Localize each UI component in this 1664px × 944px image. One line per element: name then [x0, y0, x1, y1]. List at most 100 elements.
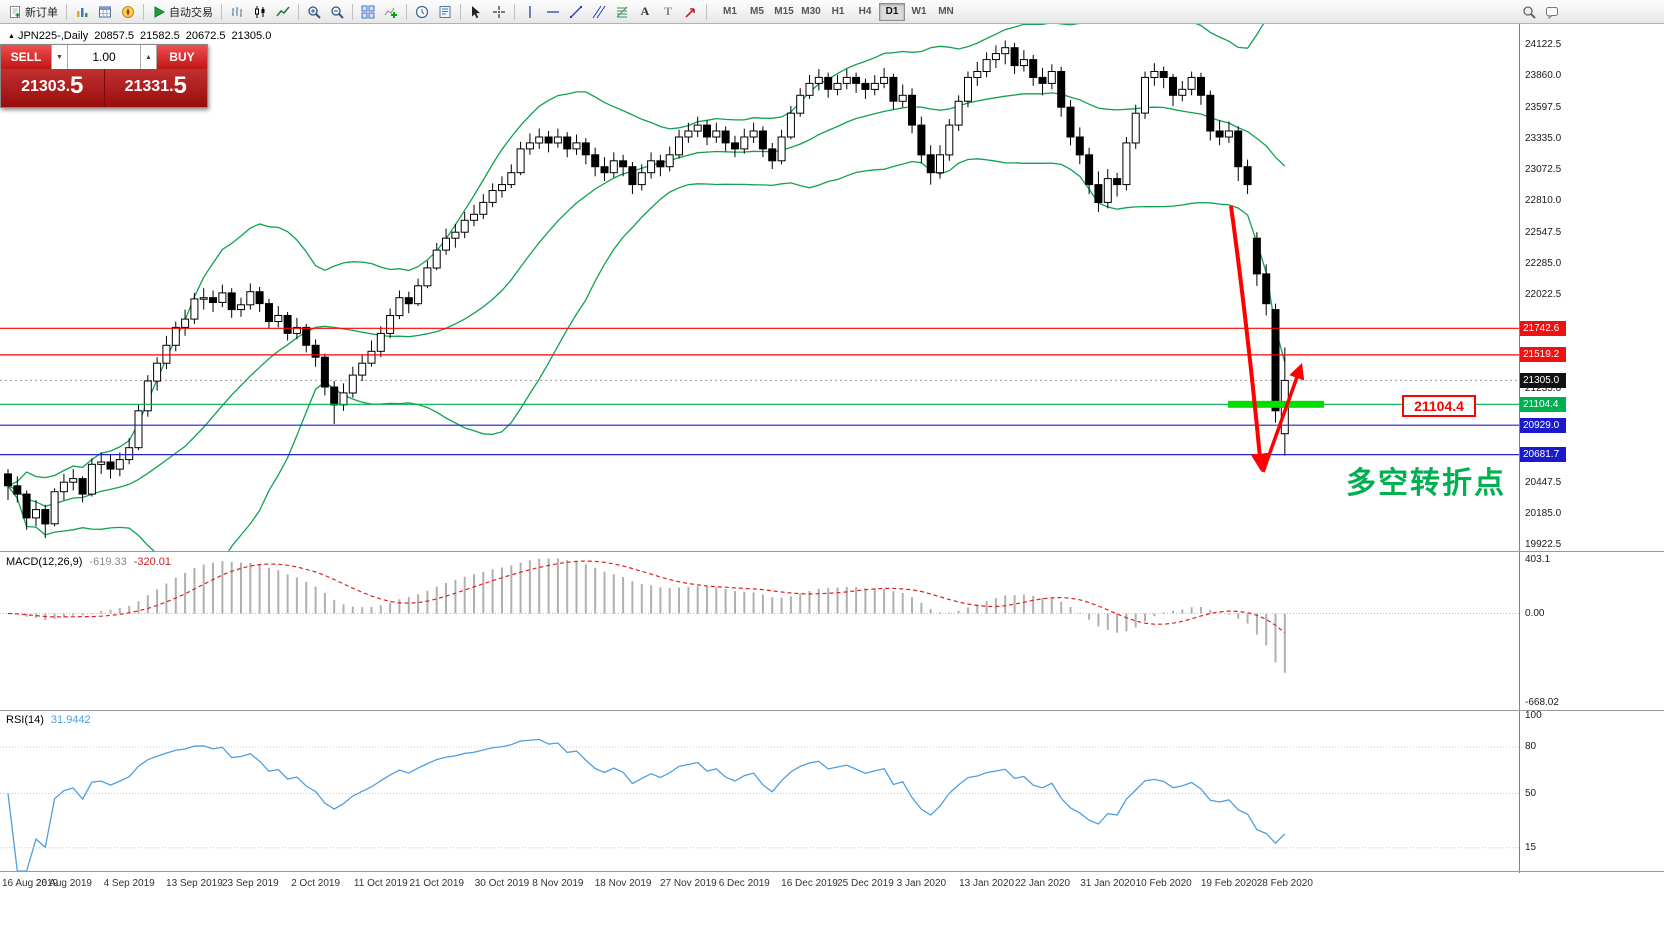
support-price-annotation[interactable]: 21104.4 [1402, 395, 1476, 417]
candle-chart-button[interactable] [249, 2, 271, 22]
cursor-icon [472, 5, 480, 18]
line-chart-button[interactable] [272, 2, 294, 22]
timeframe-H4[interactable]: H4 [858, 6, 872, 17]
text-button[interactable]: A [634, 2, 656, 22]
chat-bubble-icon [1546, 6, 1558, 19]
timeframe-D1[interactable]: D1 [879, 2, 905, 21]
label-button[interactable]: T [657, 2, 679, 22]
axis-tick-label: 24122.5 [1525, 39, 1562, 50]
volume-increase-button[interactable]: ▲ [140, 45, 157, 69]
sell-price-display[interactable]: 21303. 5 [1, 69, 104, 107]
date-label: 16 Dec 2019 [781, 878, 838, 889]
fibonacci-button[interactable] [611, 2, 633, 22]
timeframe-M5[interactable]: M5 [750, 6, 764, 17]
date-label: 13 Sep 2019 [166, 878, 223, 889]
template-icon [439, 5, 451, 18]
periods-button[interactable] [411, 2, 433, 22]
toolbar-separator [460, 3, 461, 20]
crosshair-icon [493, 5, 505, 18]
buy-price-display[interactable]: 21331. 5 [103, 69, 207, 107]
chat-button[interactable] [1541, 2, 1563, 22]
market-watch-icon [77, 7, 88, 17]
indicators-button[interactable] [380, 2, 402, 22]
macd-main-value: -619.33 [89, 556, 127, 568]
navigator-button[interactable] [117, 2, 139, 22]
cursor-button[interactable] [465, 2, 487, 22]
vertical-line-button[interactable] [519, 2, 541, 22]
zoom-out-button[interactable] [326, 2, 348, 22]
vertical-line-icon [529, 5, 531, 18]
date-label: 2 Oct 2019 [291, 878, 341, 889]
toolbar: 新订单 自动交易 A T M1 [0, 0, 1664, 24]
market-watch-button[interactable] [71, 2, 93, 22]
turning-point-annotation[interactable]: 多空转折点 [1346, 467, 1506, 500]
text-tool-icon: A [640, 4, 650, 18]
panel-separator[interactable] [0, 710, 1664, 711]
autotrading-button[interactable]: 自动交易 [148, 2, 217, 22]
date-label: 28 Feb 2020 [1256, 878, 1313, 889]
date-label: 10 Feb 2020 [1135, 878, 1192, 889]
horizontal-line-icon [547, 10, 559, 13]
panel-separator[interactable] [0, 551, 1664, 552]
horizontal-line-button[interactable] [542, 2, 564, 22]
candle-chart-icon [255, 5, 265, 18]
panel-separator[interactable] [0, 871, 1664, 872]
autotrading-label: 自动交易 [169, 6, 213, 19]
macd-indicator-label: MACD(12,26,9) -619.33 -320.01 [6, 556, 171, 568]
time-axis[interactable]: 16 Aug 2019 26 Aug 2019 4 Sep 2019 13 Sep 2… [0, 873, 1519, 893]
zoom-in-button[interactable] [303, 2, 325, 22]
timeframe-M30[interactable]: M30 [801, 6, 821, 17]
price-axis[interactable]: 24122.5 23860.0 23597.5 23335.0 23072.5 22810… [1519, 24, 1664, 873]
volume-decrease-button[interactable]: ▼ [51, 45, 68, 69]
templates-button[interactable] [434, 2, 456, 22]
navigator-icon [122, 5, 134, 18]
macd-name: MACD(12,26,9) [6, 556, 83, 568]
timeframe-M15[interactable]: M15 [774, 6, 794, 17]
date-label: 6 Dec 2019 [718, 878, 770, 889]
search-button[interactable] [1518, 2, 1540, 22]
date-label: 27 Nov 2019 [660, 878, 717, 889]
search-icon [1523, 5, 1536, 19]
label-tool-icon: T [663, 4, 672, 18]
new-order-button[interactable]: 新订单 [4, 2, 62, 22]
main-chart-canvas[interactable] [0, 24, 1519, 551]
chart-marker-icon: ▲ [8, 33, 15, 40]
axis-tick-label: 23335.0 [1525, 132, 1562, 144]
trendline-button[interactable] [565, 2, 587, 22]
timeframe-W1[interactable]: W1 [911, 6, 927, 17]
buy-button[interactable]: BUY [157, 45, 207, 69]
tile-windows-button[interactable] [357, 2, 379, 22]
toolbar-separator [66, 3, 67, 20]
macd-panel-canvas[interactable] [0, 552, 1519, 710]
rsi-indicator-label: RSI(14) 31.9442 [6, 714, 91, 726]
rsi-name: RSI(14) [6, 714, 44, 726]
fibonacci-icon [616, 6, 628, 17]
bar-chart-button[interactable] [226, 2, 248, 22]
sell-price-main: 21303 [21, 78, 66, 95]
channel-button[interactable] [588, 2, 610, 22]
rsi-panel-canvas[interactable] [0, 711, 1519, 872]
tile-windows-icon [361, 5, 375, 18]
timeframe-MN[interactable]: MN [938, 6, 954, 17]
volume-input[interactable]: 1.00 [68, 45, 140, 69]
one-click-trading-widget: SELL ▼ 1.00 ▲ BUY 21303. 5 21331. 5 [0, 44, 208, 108]
arrows-button[interactable] [680, 2, 702, 22]
axis-tick-label: 22810.0 [1525, 195, 1562, 207]
toolbar-separator [514, 3, 515, 20]
date-label: 16 Aug 2019 [2, 878, 59, 889]
date-label: 3 Jan 2020 [896, 878, 947, 889]
data-window-button[interactable] [94, 2, 116, 22]
sell-button[interactable]: SELL [1, 45, 51, 69]
date-label: 18 Nov 2019 [594, 878, 652, 889]
sell-price-dot: . [65, 78, 71, 95]
date-label: 30 Oct 2019 [474, 878, 530, 889]
toolbar-separator [352, 3, 353, 20]
crosshair-button[interactable] [488, 2, 510, 22]
axis-tick-label: 50 [1525, 787, 1537, 799]
timeframe-H1[interactable]: H1 [831, 6, 845, 17]
timeframe-M1[interactable]: M1 [723, 6, 737, 17]
zoom-in-icon [308, 5, 321, 19]
toolbar-separator [221, 3, 222, 20]
axis-tick-label: 20447.5 [1525, 476, 1562, 488]
date-label: 13 Jan 2020 [959, 878, 1015, 889]
